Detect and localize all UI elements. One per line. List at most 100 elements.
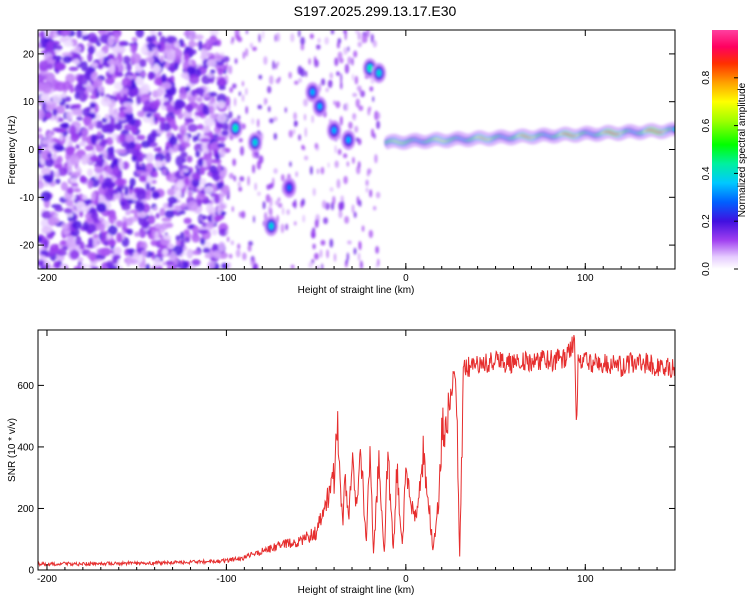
noise-cell bbox=[195, 150, 201, 158]
noise-cell bbox=[329, 187, 334, 192]
noise-cell bbox=[199, 138, 211, 143]
noise-cell bbox=[145, 182, 151, 191]
noise-cell bbox=[111, 256, 118, 265]
noise-cell bbox=[93, 233, 99, 239]
noise-cell bbox=[77, 257, 84, 263]
noise-cell bbox=[191, 250, 201, 255]
noise-cell bbox=[122, 221, 127, 229]
noise-cell bbox=[321, 263, 324, 269]
noise-cell bbox=[354, 125, 359, 133]
noise-cell bbox=[357, 41, 362, 48]
noise-cell bbox=[180, 202, 188, 208]
noise-cell bbox=[137, 110, 145, 118]
noise-cell bbox=[54, 81, 66, 92]
noise-cell bbox=[300, 68, 305, 78]
noise-cell bbox=[174, 205, 181, 211]
noise-cell bbox=[206, 203, 214, 214]
noise-cell bbox=[235, 249, 241, 258]
noise-cell bbox=[84, 212, 94, 220]
noise-cell bbox=[139, 71, 147, 77]
noise-cell bbox=[330, 30, 335, 35]
noise-cell bbox=[353, 211, 357, 218]
noise-cell bbox=[89, 102, 96, 109]
noise-cell bbox=[113, 108, 119, 115]
noise-cell bbox=[293, 221, 297, 226]
noise-cell bbox=[375, 246, 379, 254]
noise-cell bbox=[256, 160, 262, 170]
noise-cell bbox=[38, 133, 44, 140]
noise-cell bbox=[196, 123, 204, 130]
noise-cell bbox=[40, 30, 45, 39]
noise-cell bbox=[74, 83, 86, 95]
noise-cell bbox=[170, 65, 175, 74]
noise-cell bbox=[147, 214, 156, 225]
noise-cell bbox=[361, 34, 366, 44]
noise-cell bbox=[52, 55, 63, 61]
noise-cell bbox=[159, 97, 169, 103]
noise-cell bbox=[217, 100, 226, 109]
noise-cell bbox=[178, 38, 185, 47]
noise-cell bbox=[164, 209, 175, 219]
noise-cell bbox=[321, 200, 327, 209]
noise-cell bbox=[74, 46, 81, 53]
noise-cell bbox=[313, 252, 319, 260]
noise-cell bbox=[65, 104, 70, 110]
noise-cell bbox=[68, 66, 79, 72]
noise-cell bbox=[373, 206, 377, 211]
noise-cell bbox=[105, 261, 114, 268]
noise-cell bbox=[129, 185, 134, 190]
noise-cell bbox=[218, 149, 226, 158]
noise-cell bbox=[151, 191, 160, 199]
noise-cell bbox=[358, 105, 364, 111]
noise-cell bbox=[268, 75, 274, 85]
noise-cell bbox=[300, 36, 305, 46]
noise-cell bbox=[218, 228, 229, 237]
noise-cell bbox=[254, 182, 257, 191]
noise-cell bbox=[294, 80, 299, 85]
noise-cell bbox=[55, 178, 61, 185]
noise-cell bbox=[238, 91, 241, 97]
noise-cell bbox=[86, 106, 92, 113]
noise-cell bbox=[38, 259, 45, 266]
noise-cell bbox=[138, 175, 146, 182]
noise-cell bbox=[113, 123, 121, 130]
noise-cell bbox=[365, 187, 369, 193]
noise-cell bbox=[308, 58, 312, 65]
noise-cell bbox=[187, 189, 193, 199]
noise-cell bbox=[147, 133, 156, 144]
noise-cell bbox=[62, 55, 72, 64]
noise-cell bbox=[336, 178, 341, 189]
noise-cell bbox=[365, 30, 370, 38]
colorbar-label: Normalized spectral amplitude bbox=[737, 82, 748, 217]
noise-cell bbox=[240, 210, 246, 219]
noise-cell bbox=[206, 155, 213, 167]
spectral-blob bbox=[233, 125, 238, 131]
noise-cell bbox=[225, 62, 229, 70]
noise-cell bbox=[155, 212, 160, 219]
x-tick-label: 100 bbox=[577, 574, 594, 585]
noise-cell bbox=[136, 166, 145, 171]
noise-cell bbox=[359, 88, 362, 95]
noise-cell bbox=[233, 176, 237, 182]
noise-cell bbox=[357, 138, 362, 146]
noise-cell bbox=[231, 36, 235, 42]
noise-cell bbox=[269, 207, 273, 216]
noise-cell bbox=[153, 257, 161, 267]
noise-cell bbox=[343, 153, 348, 159]
noise-cell bbox=[353, 50, 358, 58]
noise-cell bbox=[314, 142, 319, 149]
noise-cell bbox=[82, 116, 92, 125]
noise-cell bbox=[237, 36, 243, 43]
noise-cell bbox=[194, 87, 205, 95]
noise-cell bbox=[59, 133, 64, 141]
noise-cell bbox=[203, 92, 210, 98]
noise-cell bbox=[69, 177, 78, 184]
y-tick-label: 10 bbox=[23, 97, 35, 108]
noise-cell bbox=[310, 229, 316, 239]
noise-cell bbox=[153, 147, 162, 152]
noise-cell bbox=[230, 240, 234, 246]
noise-cell bbox=[47, 152, 52, 159]
ridge-core bbox=[672, 127, 675, 132]
